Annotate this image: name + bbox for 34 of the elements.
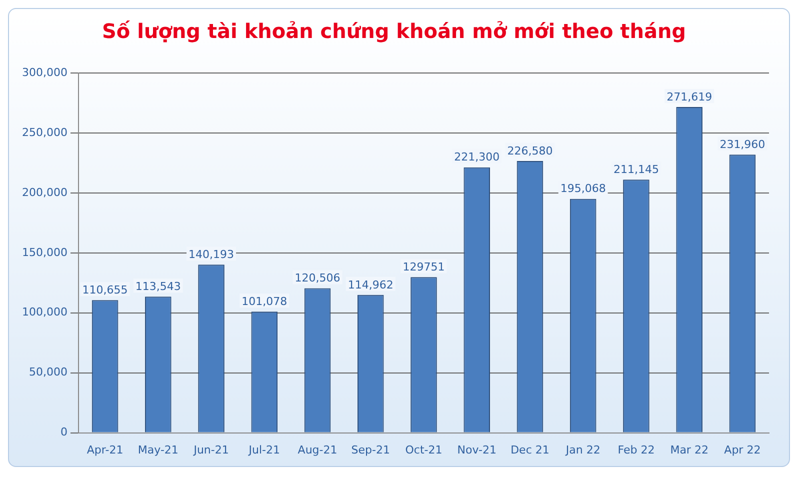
x-tick-label: May-21	[138, 443, 178, 456]
data-label: 211,145	[613, 162, 659, 176]
y-tick-label: 100,000	[22, 306, 68, 319]
x-tick-label: Oct-21	[405, 443, 442, 456]
x-tick-label: Mar 22	[670, 443, 708, 456]
x-tick-label: Aug-21	[298, 443, 338, 456]
y-tick-label: 200,000	[22, 186, 68, 199]
data-label: 221,300	[454, 150, 500, 164]
x-tick-label: Feb 22	[618, 443, 655, 456]
x-tick-label: Jan 22	[564, 443, 600, 456]
data-label: 110,655	[82, 283, 128, 296]
x-tick-label: Apr-21	[86, 443, 124, 456]
y-tick-label: 250,000	[22, 126, 68, 139]
data-label: 231,960	[720, 138, 766, 151]
chart-title: Số lượng tài khoản chứng khoán mở mới theo tháng	[102, 19, 686, 44]
data-label: 129751	[402, 260, 445, 274]
data-label: 101,078	[242, 294, 288, 308]
x-tick-label: Jul-21	[248, 443, 280, 456]
x-tick-label: Jun-21	[192, 443, 229, 456]
data-label: 195,068	[560, 182, 606, 196]
x-tick-label: Apr 22	[724, 443, 761, 456]
data-label: 114,962	[348, 278, 394, 292]
x-tick-label: Sep-21	[351, 443, 390, 456]
data-label: 226,580	[507, 144, 553, 158]
data-label: 120,506	[294, 272, 340, 285]
data-label: 271,619	[666, 90, 712, 104]
data-label: 113,543	[135, 280, 181, 293]
y-tick-label: 150,000	[22, 246, 68, 259]
data-label: 140,193	[188, 248, 234, 262]
y-tick-label: 50,000	[28, 366, 68, 379]
x-tick-label: Dec 21	[510, 443, 550, 456]
y-tick-label: 300,000	[22, 66, 68, 79]
x-tick-label: Nov-21	[457, 443, 496, 456]
y-tick-label: 0	[60, 426, 68, 439]
